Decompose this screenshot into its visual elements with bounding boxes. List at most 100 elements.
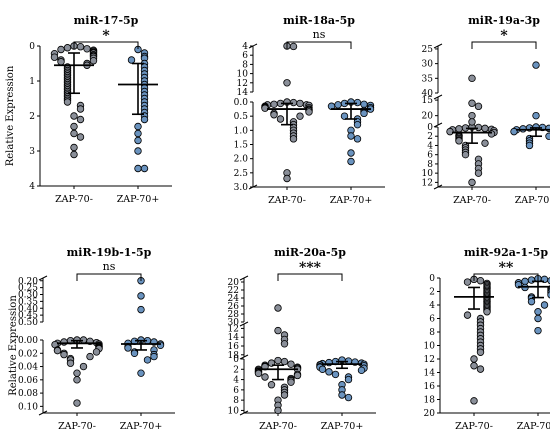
y-tick-label: 6 xyxy=(427,151,433,161)
data-point xyxy=(470,397,478,405)
y-tick-label: 4 xyxy=(242,42,248,52)
y-tick-label: 2 xyxy=(233,365,239,375)
data-point xyxy=(481,139,489,147)
category-label: ZAP-70+ xyxy=(120,421,163,432)
y-tick-label: 0.5 xyxy=(234,112,249,122)
category-label: ZAP-70- xyxy=(55,194,93,205)
data-point xyxy=(76,105,85,113)
data-point xyxy=(70,143,78,152)
data-point xyxy=(532,61,540,69)
y-tick-label: 10 xyxy=(228,406,240,416)
data-point xyxy=(474,123,483,132)
category-label: ZAP-70+ xyxy=(117,194,160,205)
y-tick-label: 4 xyxy=(429,301,435,311)
data-point xyxy=(334,101,342,109)
data-point xyxy=(70,122,78,131)
significance-bracket xyxy=(471,41,537,49)
y-tick-label: 1 xyxy=(29,77,35,87)
data-point xyxy=(63,44,72,52)
data-point xyxy=(83,45,91,53)
data-point xyxy=(470,362,478,370)
category-label: ZAP-70- xyxy=(259,421,297,432)
axis-break-mark xyxy=(433,43,443,49)
significance-label: ns xyxy=(313,28,326,41)
data-point xyxy=(280,357,289,366)
data-point xyxy=(357,366,366,375)
data-point xyxy=(331,370,340,379)
significance-label: *** xyxy=(299,260,322,276)
y-tick-label: 6 xyxy=(429,315,435,325)
y-axis-label: Relative Expression xyxy=(5,65,16,166)
y-tick-label: 2 xyxy=(29,112,35,122)
data-point xyxy=(150,352,158,361)
chart-panel-6: miR-92a-1-5p 0 2 4 6 8 10 12 14 16 18 20 ZAP-70- ZAP-… xyxy=(424,246,550,432)
y-tick-label: 0.08 xyxy=(18,389,38,399)
category-label: ZAP-70+ xyxy=(515,195,550,206)
data-point xyxy=(296,112,304,120)
data-point xyxy=(140,115,149,124)
y-tick-label: 0.06 xyxy=(18,376,38,386)
data-point xyxy=(305,108,313,116)
data-point xyxy=(483,308,491,316)
data-point xyxy=(510,127,518,136)
data-point xyxy=(134,129,142,138)
y-tick-label: 30 xyxy=(228,318,240,328)
data-point xyxy=(274,356,282,365)
chart-panel-1: miR-17-5p Relative Expression 0 1 2 3 4 ZAP-70-… xyxy=(5,14,172,205)
data-point xyxy=(92,348,101,356)
data-point xyxy=(468,99,476,107)
data-point xyxy=(347,132,355,140)
data-point xyxy=(545,132,550,140)
chart-title: miR-92a-1-5p xyxy=(464,246,548,259)
y-tick-label: 30 xyxy=(422,60,434,70)
y-tick-label: 0.02 xyxy=(18,349,38,359)
significance-bracket xyxy=(473,273,539,281)
significance-label: * xyxy=(102,28,110,44)
data-point xyxy=(353,135,362,143)
y-tick-label: 3.0 xyxy=(234,183,249,193)
data-point xyxy=(63,98,72,106)
y-tick-label: 0.45 xyxy=(18,311,38,321)
data-point xyxy=(140,164,149,173)
data-point xyxy=(134,147,142,155)
axis-break-mark xyxy=(433,122,443,128)
data-point xyxy=(287,378,295,386)
y-tick-label: 8 xyxy=(242,60,248,70)
y-tick-label: 0.20 xyxy=(18,277,38,287)
data-point xyxy=(461,150,470,159)
significance-bracket xyxy=(73,41,139,49)
y-tick-label: 0.00 xyxy=(18,336,38,346)
y-tick-label: 16 xyxy=(424,382,436,392)
data-point xyxy=(547,291,550,299)
data-point xyxy=(143,356,152,364)
data-point xyxy=(545,124,550,133)
y-axis-label: Relative Expression xyxy=(8,295,19,396)
y-tick-label: 14 xyxy=(424,369,436,379)
y-tick-label: 26 xyxy=(228,302,240,312)
y-tick-label: 12 xyxy=(422,178,433,188)
category-label: ZAP-70+ xyxy=(330,195,373,206)
y-tick-label: 12 xyxy=(228,324,239,334)
data-point xyxy=(525,141,534,150)
y-tick-label: 20 xyxy=(424,409,436,419)
y-tick-label: 0.30 xyxy=(18,291,38,301)
y-tick-label: 10 xyxy=(422,169,434,179)
data-point xyxy=(57,45,65,54)
data-point xyxy=(532,111,540,120)
category-label: ZAP-70- xyxy=(453,195,491,206)
data-point xyxy=(344,375,353,384)
data-point xyxy=(468,118,476,126)
y-tick-label: 18 xyxy=(424,396,436,406)
data-point xyxy=(527,276,536,284)
data-point xyxy=(481,124,489,133)
data-point xyxy=(347,157,355,166)
data-point xyxy=(254,369,263,378)
data-point xyxy=(446,127,454,136)
y-tick-label: 2.5 xyxy=(234,169,249,179)
y-tick-label: 0.35 xyxy=(18,297,38,307)
y-tick-label: 0.04 xyxy=(18,363,38,373)
data-point xyxy=(340,112,349,120)
significance-label: ** xyxy=(499,260,514,276)
